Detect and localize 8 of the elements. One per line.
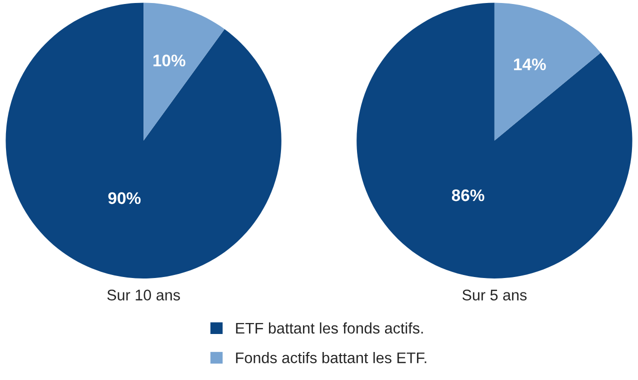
data-label: 14%	[514, 58, 546, 70]
legend-label: ETF battant les fonds actifs.	[236, 322, 423, 334]
data-label: 90%	[108, 192, 141, 204]
text: Sur 5 ans	[462, 290, 527, 300]
legend-label: Fonds actifs battant les ETF.	[236, 352, 426, 364]
data-label: 86%	[452, 189, 484, 202]
data-label: 10%	[153, 54, 186, 66]
text: Sur 10 ans	[107, 290, 180, 300]
